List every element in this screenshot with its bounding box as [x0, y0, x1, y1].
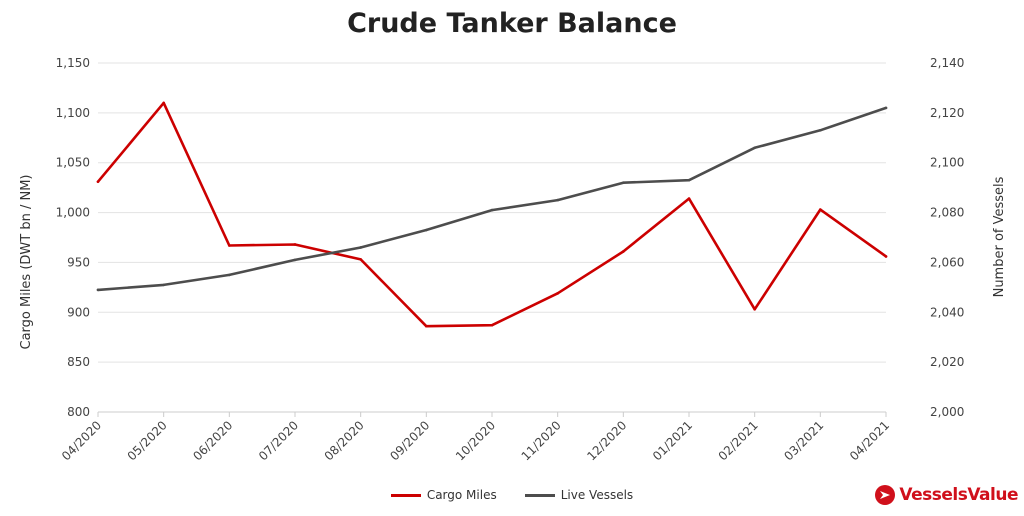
gridlines — [98, 62, 886, 413]
vesselsvalue-logo-icon — [875, 485, 896, 505]
x-tick-label: 12/2020 — [584, 418, 629, 463]
right-axis-ticks: 2,000 2,020 2,040 2,060 2,080 2,100 2,120 2,140 — [930, 56, 964, 419]
legend-label-cargo-miles: Cargo Miles — [426, 488, 497, 502]
data-point-cargo-miles[interactable] — [687, 197, 691, 200]
data-point-live-vessels[interactable] — [359, 246, 362, 249]
y-right-tick-label: 2,060 — [930, 255, 964, 269]
y-left-tick-label: 1,000 — [56, 206, 90, 220]
data-point-cargo-miles[interactable] — [425, 324, 428, 328]
data-point-live-vessels[interactable] — [162, 283, 165, 287]
data-point-cargo-miles[interactable] — [622, 250, 625, 253]
y-left-tick-label: 1,050 — [56, 156, 90, 170]
series-line-cargo-miles[interactable] — [96, 101, 888, 328]
legend-item-live-vessels[interactable]: Live Vessels — [524, 488, 634, 502]
legend-item-cargo-miles[interactable]: Cargo Miles — [390, 488, 497, 502]
data-point-live-vessels[interactable] — [228, 273, 231, 277]
data-point-cargo-miles[interactable] — [162, 101, 165, 105]
data-point-live-vessels[interactable] — [884, 106, 888, 110]
x-tick-label: 09/2020 — [387, 418, 432, 463]
x-axis-ticks: 04/2020 05/2020 06/2020 07/2020 08/2020 09/20… — [59, 412, 892, 463]
data-point-live-vessels[interactable] — [293, 258, 297, 262]
y-left-tick-label: 800 — [67, 405, 90, 419]
brand-logo: VesselsValue — [875, 485, 1018, 505]
x-tick-label: 06/2020 — [190, 418, 235, 463]
data-point-cargo-miles[interactable] — [359, 258, 362, 261]
y-right-tick-label: 2,120 — [930, 106, 964, 120]
y-left-tick-label: 1,100 — [56, 106, 90, 120]
y-left-tick-label: 1,150 — [56, 56, 90, 70]
legend-swatch-live-vessels — [524, 493, 555, 497]
data-point-live-vessels[interactable] — [753, 146, 756, 150]
legend-label-live-vessels: Live Vessels — [560, 488, 634, 502]
data-point-live-vessels[interactable] — [425, 228, 428, 232]
x-tick-label: 02/2021 — [716, 418, 761, 463]
data-point-live-vessels[interactable] — [622, 181, 625, 184]
data-point-cargo-miles[interactable] — [228, 244, 231, 247]
data-point-live-vessels[interactable] — [687, 178, 691, 182]
data-point-cargo-miles[interactable] — [819, 208, 822, 211]
data-point-cargo-miles[interactable] — [753, 307, 756, 311]
x-tick-label: 05/2020 — [125, 418, 170, 463]
x-tick-label: 04/2021 — [847, 418, 892, 463]
data-point-cargo-miles[interactable] — [490, 323, 494, 327]
x-tick-label: 03/2021 — [781, 418, 826, 463]
data-point-live-vessels[interactable] — [490, 208, 494, 212]
data-point-live-vessels[interactable] — [556, 198, 559, 202]
x-tick-label: 10/2020 — [453, 418, 498, 463]
brand-name: VesselsValue — [899, 485, 1018, 505]
chart-title: Crude Tanker Balance — [347, 8, 677, 39]
y-right-tick-label: 2,100 — [930, 156, 964, 170]
y-right-tick-label: 2,080 — [930, 206, 964, 220]
y-right-tick-label: 2,020 — [930, 355, 964, 369]
y-left-tick-label: 900 — [67, 305, 90, 319]
y-right-tick-label: 2,040 — [930, 305, 964, 319]
left-axis-ticks: 800 850 900 950 1,000 1,050 1,100 1,150 — [56, 56, 90, 419]
series-layer — [96, 101, 888, 328]
y-right-tick-label: 2,000 — [930, 405, 964, 419]
legend: Cargo Miles Live Vessels — [0, 488, 1024, 502]
data-point-cargo-miles[interactable] — [556, 292, 559, 295]
legend-swatch-cargo-miles — [390, 493, 421, 497]
x-tick-label: 04/2020 — [59, 418, 104, 463]
y-left-tick-label: 850 — [67, 355, 90, 369]
y-axis-right-title: Number of Vessels — [992, 176, 1007, 297]
y-axis-left-title: Cargo Miles (DWT bn / NM) — [19, 175, 34, 350]
y-right-tick-label: 2,140 — [930, 56, 964, 70]
data-point-cargo-miles[interactable] — [884, 255, 888, 258]
x-tick-label: 08/2020 — [322, 418, 367, 463]
data-point-cargo-miles[interactable] — [96, 180, 100, 183]
data-point-cargo-miles[interactable] — [293, 243, 297, 246]
data-point-live-vessels[interactable] — [96, 288, 100, 292]
x-tick-label: 07/2020 — [256, 418, 301, 463]
data-point-live-vessels[interactable] — [819, 129, 822, 132]
y-left-tick-label: 950 — [67, 255, 90, 269]
x-tick-label: 01/2021 — [650, 418, 695, 463]
x-tick-label: 11/2020 — [519, 418, 564, 463]
